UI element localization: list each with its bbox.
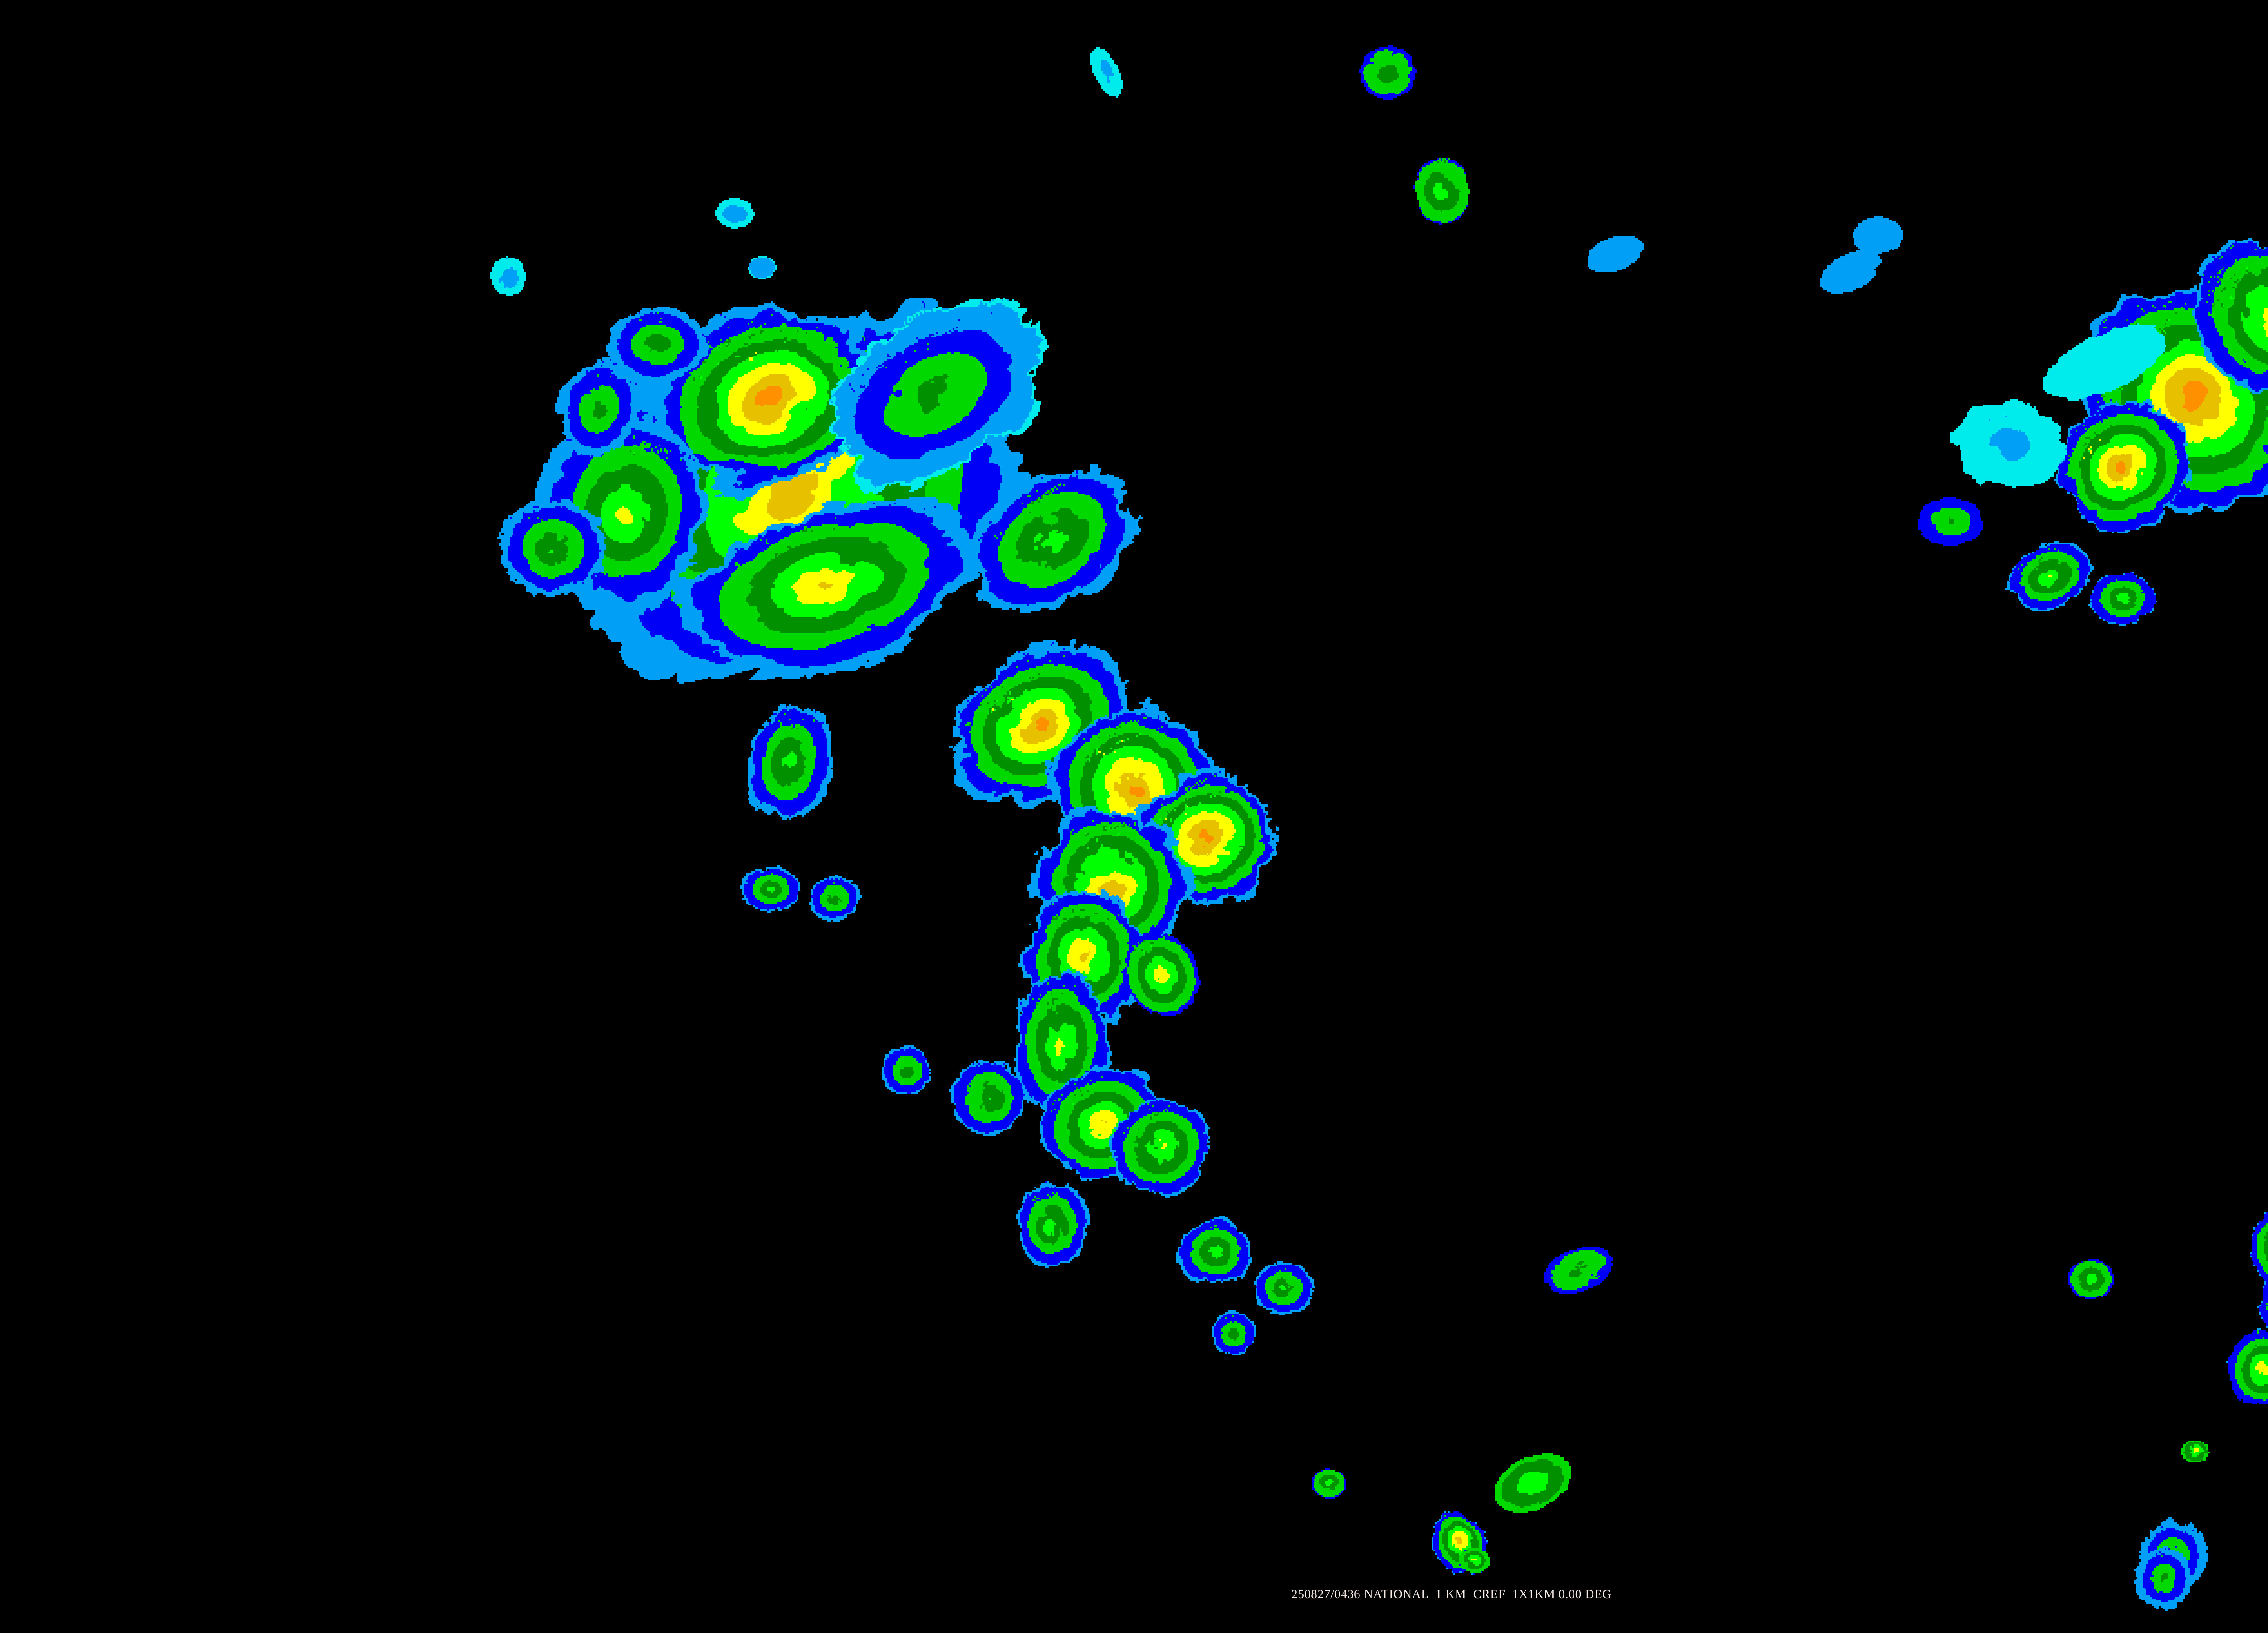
radar-mosaic-viewport: 250827/0436 NATIONAL 1 KM CREF 1X1KM 0.0… <box>0 0 2268 1633</box>
radar-reflectivity-canvas <box>0 0 2268 1633</box>
